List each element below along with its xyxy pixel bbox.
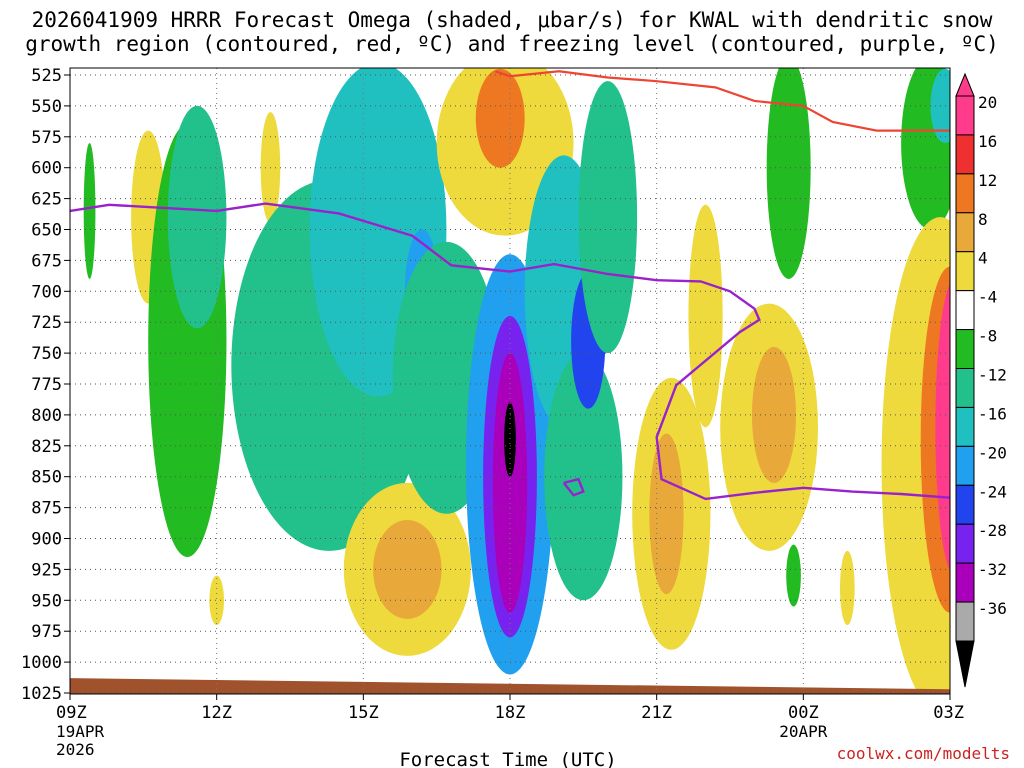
x-tick-date-label: 20APR: [779, 722, 828, 741]
x-tick-label: 12Z: [201, 703, 232, 723]
colorbar-top-arrow: [955, 72, 975, 97]
omega-shading-region-29: [786, 544, 801, 607]
y-tick-label: 625: [31, 190, 62, 210]
colorbar-bin: [955, 251, 975, 292]
y-tick-label: 725: [31, 313, 62, 333]
omega-shading-region-18: [504, 402, 516, 477]
chart-title-line-2: growth region (contoured, red, ºC) and f…: [25, 32, 999, 56]
colorbar-label: -4: [978, 288, 997, 307]
y-tick-label: 800: [31, 406, 62, 426]
colorbar-label: -28: [978, 521, 1007, 540]
omega-shading-region-31: [901, 68, 950, 230]
y-tick-label: 650: [31, 221, 62, 241]
colorbar-label: -8: [978, 327, 997, 346]
y-tick-label: 1000: [21, 653, 62, 673]
y-tick-label: 600: [31, 159, 62, 179]
source-credit: coolwx.com/modelts: [836, 744, 1010, 763]
y-tick-label: 700: [31, 282, 62, 302]
omega-shading-region-17: [492, 353, 528, 613]
colorbar-bin: [955, 290, 975, 331]
y-tick-label: 975: [31, 622, 62, 642]
colorbar-bin: [955, 445, 975, 486]
omega-shading-region-5: [209, 575, 225, 626]
omega-shading-region-25: [688, 204, 723, 428]
colorbar-bin: [955, 601, 975, 642]
y-tick-label: 550: [31, 97, 62, 117]
y-tick-label: 750: [31, 344, 62, 364]
x-axis-label: Forecast Time (UTC): [399, 749, 616, 768]
y-tick-label: 950: [31, 591, 62, 611]
colorbar-bin: [955, 368, 975, 408]
colorbar-bottom-arrow: [955, 640, 975, 688]
omega-shading-region-11: [373, 519, 442, 619]
x-tick-label: 09Z: [56, 703, 87, 723]
colorbar-label: -24: [978, 482, 1007, 501]
colorbar-label: 20: [978, 93, 997, 112]
omega-shading-region-22: [578, 81, 638, 354]
omega-shading-region-24: [649, 433, 684, 595]
colorbar-bin: [955, 329, 975, 370]
omega-shading-region-27: [752, 346, 796, 483]
colorbar-bin: [955, 562, 975, 603]
freezing-level-line: [70, 202, 950, 501]
colorbar-bin: [955, 95, 975, 136]
omega-shading-region-4: [167, 105, 227, 329]
colorbar-label: -16: [978, 404, 1007, 423]
colorbar-label: -20: [978, 443, 1007, 462]
y-tick-label: 675: [31, 251, 62, 271]
colorbar-bin: [955, 212, 975, 253]
x-tick-label: 18Z: [495, 703, 526, 723]
colorbar-bin: [955, 523, 975, 564]
y-tick-label: 575: [31, 128, 62, 148]
colorbar-bin: [955, 406, 975, 447]
y-tick-label: 900: [31, 530, 62, 550]
omega-shading-region-1: [83, 142, 96, 279]
omega-shading-region-13: [475, 68, 525, 168]
colorbar-label: -32: [978, 560, 1007, 579]
dgz-contour-line: [494, 70, 950, 132]
colorbar-bin: [955, 173, 975, 214]
y-tick-label: 1025: [21, 684, 62, 704]
omega-shading-region-35: [935, 283, 950, 571]
terrain-band: [70, 678, 950, 694]
x-tick-label: 15Z: [348, 703, 379, 723]
omega-shading-region-28: [766, 68, 811, 279]
colorbar-bin: [955, 134, 975, 175]
colorbar-label: 8: [978, 210, 988, 229]
y-tick-label: 775: [31, 375, 62, 395]
y-tick-label: 850: [31, 468, 62, 488]
y-tick-label: 825: [31, 437, 62, 457]
chart-title-line-1: 2026041909 HRRR Forecast Omega (shaded, …: [31, 8, 993, 32]
y-tick-label: 525: [31, 66, 62, 86]
y-tick-label: 875: [31, 499, 62, 519]
colorbar-bin: [955, 484, 975, 525]
colorbar-label: -12: [978, 366, 1007, 385]
freezing-level-loop: [562, 477, 585, 497]
x-tick-label: 03Z: [933, 703, 964, 723]
colorbar-label: -36: [978, 599, 1007, 618]
x-tick-label: 21Z: [641, 703, 672, 723]
omega-shading-region-20: [544, 353, 623, 601]
x-tick-date-label: 19APR: [56, 722, 105, 741]
colorbar-label: 16: [978, 132, 997, 151]
omega-shading-region-30: [840, 550, 855, 626]
x-tick-label: 00Z: [788, 703, 819, 723]
x-tick-year-label: 2026: [56, 740, 95, 759]
colorbar-label: 4: [978, 249, 988, 268]
y-tick-label: 925: [31, 560, 62, 580]
colorbar-label: 12: [978, 171, 997, 190]
